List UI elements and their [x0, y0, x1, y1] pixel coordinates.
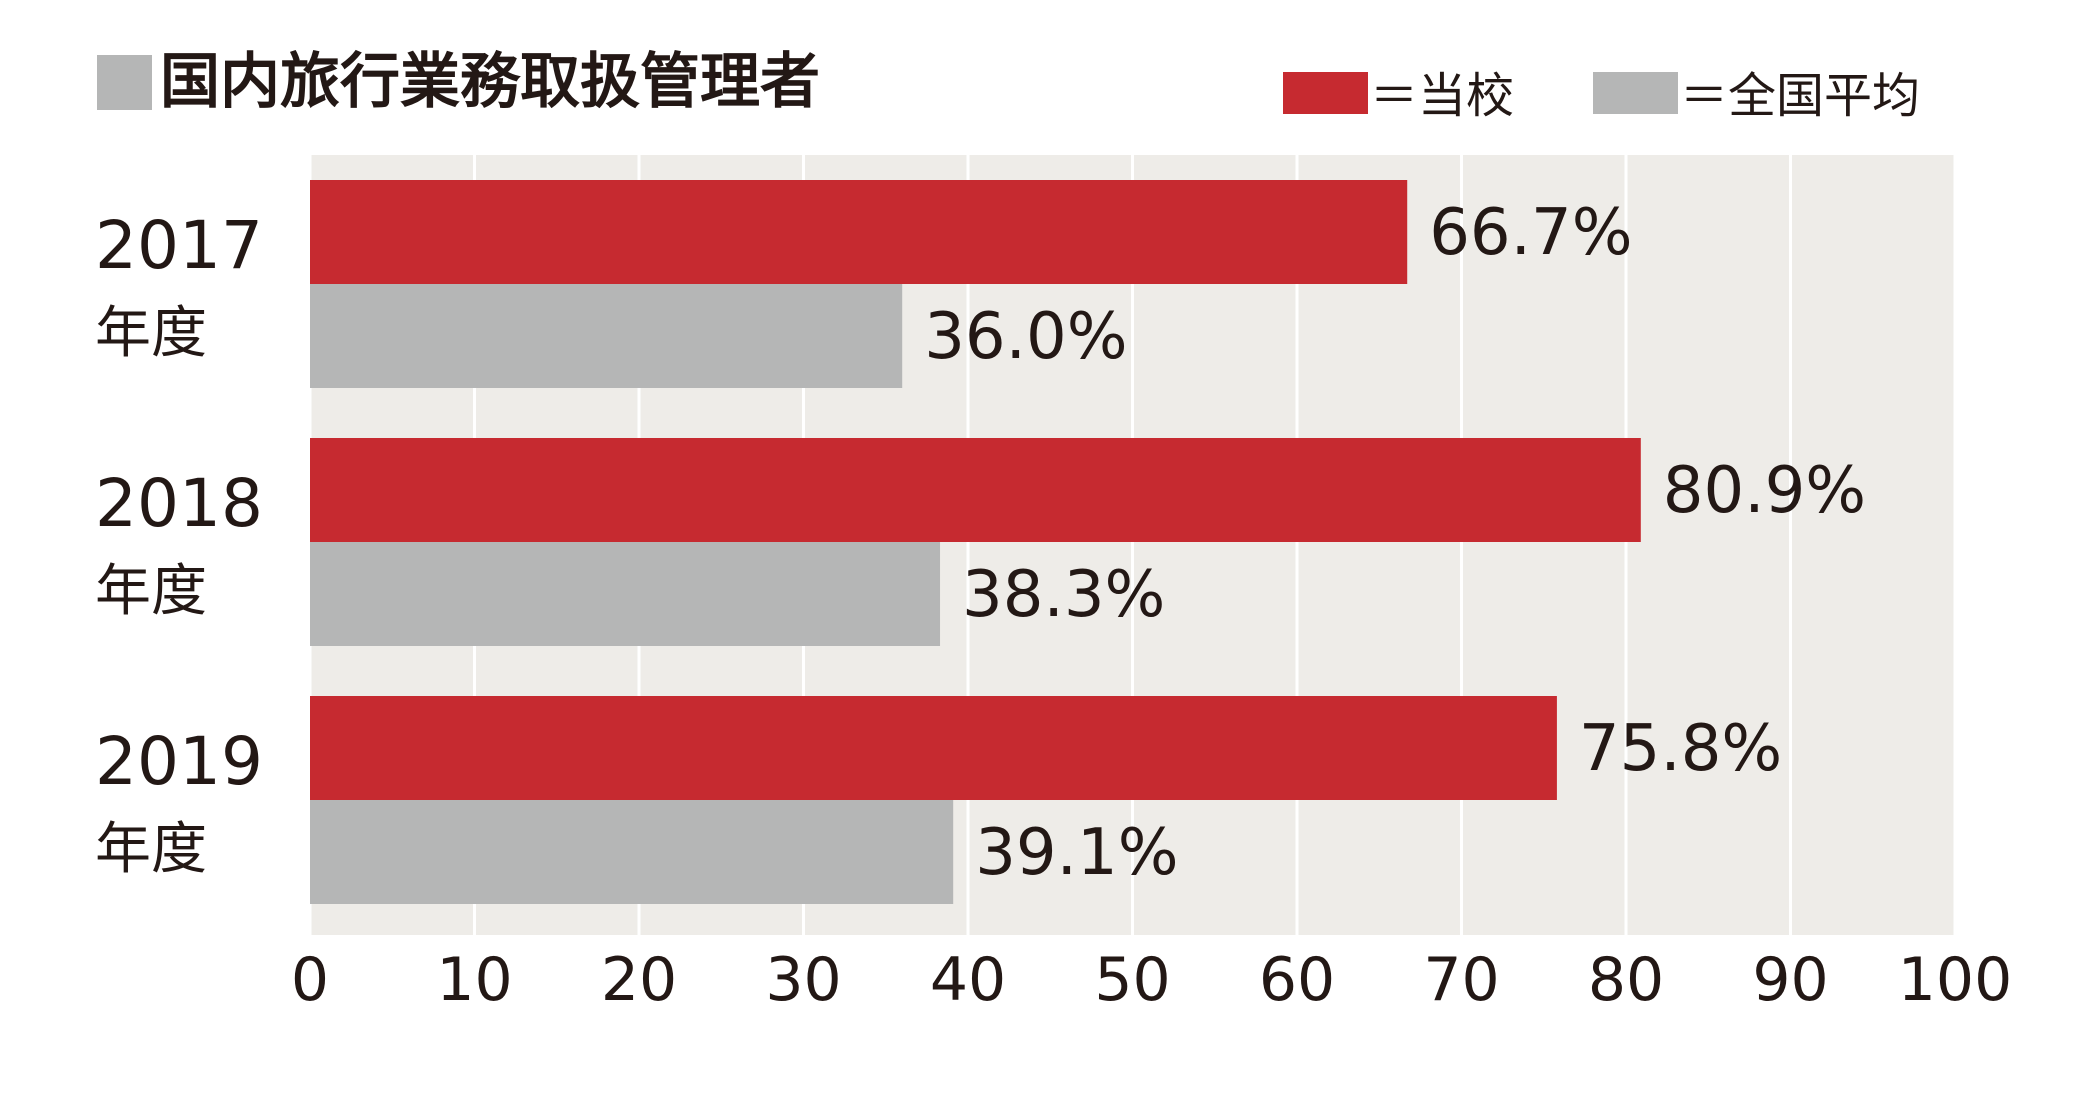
chart-title: 国内旅行業務取扱管理者 [160, 47, 820, 117]
x-axis-ticks: 0 10 20 30 40 50 60 70 80 90 100 [291, 945, 2012, 1015]
legend: ＝当校 ＝全国平均 [1283, 68, 1920, 124]
value-label-school-2019: 75.8% [1579, 712, 1782, 786]
bar-school-2018 [310, 438, 1641, 542]
bar-national-average-2018 [310, 542, 941, 646]
bar-school-2019 [310, 696, 1557, 800]
x-tick-label: 70 [1423, 945, 1499, 1015]
value-label-school-2018: 80.9% [1663, 454, 1866, 528]
bar-school-2017 [310, 180, 1408, 284]
category-labels: 2017 年度 2018 年度 2019 年度 [95, 207, 263, 882]
value-label-national-average-2018: 38.3% [962, 558, 1165, 632]
legend-label-national-average: ＝全国平均 [1680, 68, 1920, 124]
category-label-suffix-2017: 年度 [95, 301, 207, 366]
bars [310, 180, 1641, 904]
category-label-year-2018: 2018 [95, 465, 263, 542]
x-tick-label: 60 [1259, 945, 1335, 1015]
legend-label-school: ＝当校 [1370, 68, 1514, 124]
x-tick-label: 20 [601, 945, 677, 1015]
category-label-suffix-2018: 年度 [95, 559, 207, 624]
title-marker-swatch [97, 55, 152, 110]
value-labels: 66.7% 36.0% 80.9% 38.3% 75.8% 39.1% [924, 196, 1866, 890]
x-tick-label: 0 [291, 945, 329, 1015]
x-tick-label: 50 [1094, 945, 1170, 1015]
category-label-suffix-2019: 年度 [95, 817, 207, 882]
x-tick-label: 90 [1752, 945, 1828, 1015]
value-label-school-2017: 66.7% [1429, 196, 1632, 270]
x-tick-label: 100 [1898, 945, 2013, 1015]
bar-national-average-2019 [310, 800, 954, 904]
category-label-year-2019: 2019 [95, 723, 263, 800]
x-tick-label: 10 [436, 945, 512, 1015]
category-label-year-2017: 2017 [95, 207, 263, 284]
value-label-national-average-2019: 39.1% [975, 816, 1178, 890]
legend-swatch-national-average [1593, 72, 1678, 114]
value-label-national-average-2017: 36.0% [924, 300, 1127, 374]
x-tick-label: 80 [1588, 945, 1664, 1015]
x-tick-label: 30 [765, 945, 841, 1015]
legend-swatch-school [1283, 72, 1368, 114]
x-tick-label: 40 [930, 945, 1006, 1015]
bar-national-average-2017 [310, 284, 903, 388]
